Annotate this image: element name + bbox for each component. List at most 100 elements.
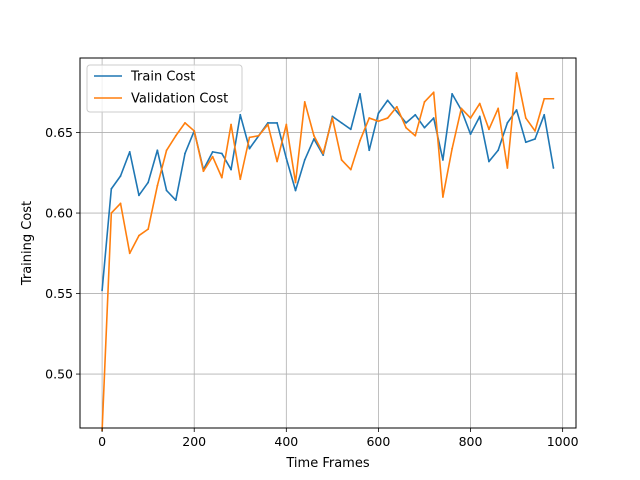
data-point [248, 147, 251, 150]
legend-label: Train Cost [130, 70, 195, 85]
x-tick-label: 0 [98, 434, 106, 449]
data-point [451, 93, 454, 95]
data-point [331, 115, 334, 118]
data-point [460, 107, 463, 110]
data-point [534, 130, 536, 132]
data-point [368, 117, 371, 119]
data-point [552, 97, 555, 100]
data-point [266, 123, 269, 126]
data-point [478, 102, 481, 105]
series-line [101, 72, 554, 431]
y-tick-label: 0.50 [45, 367, 73, 382]
data-point [340, 159, 343, 161]
data-point [165, 149, 168, 152]
x-tick-label: 600 [366, 434, 390, 449]
data-point [497, 149, 500, 152]
data-point [110, 212, 113, 214]
data-point [128, 150, 131, 153]
data-point [193, 130, 196, 132]
data-point [543, 113, 546, 116]
data-point [432, 91, 435, 94]
data-point [239, 113, 242, 116]
data-point [110, 188, 113, 190]
data-point [368, 149, 371, 152]
y-tick-label: 0.55 [45, 286, 73, 301]
data-point [174, 199, 177, 202]
data-point [266, 121, 269, 124]
data-point [322, 154, 325, 156]
data-point [230, 168, 232, 171]
y-tick-label: 0.60 [45, 206, 73, 221]
data-point [340, 121, 343, 124]
data-point [432, 117, 435, 119]
data-point [156, 184, 159, 187]
data-point [230, 123, 232, 126]
data-point [423, 101, 426, 103]
data-point [524, 141, 527, 144]
data-point [515, 109, 518, 111]
data-point [119, 202, 122, 205]
data-point [405, 126, 407, 129]
data-point [377, 112, 380, 115]
legend-label: Validation Cost [131, 92, 228, 107]
data-point [156, 149, 159, 152]
data-point [506, 167, 509, 169]
data-point [469, 117, 472, 119]
data-point [303, 101, 306, 103]
data-point [442, 159, 444, 161]
data-point [239, 178, 242, 181]
data-point [552, 167, 555, 169]
data-point [414, 134, 417, 137]
x-tick-label: 1000 [547, 434, 579, 449]
data-point [147, 228, 150, 231]
data-point [211, 150, 214, 153]
data-point [184, 152, 186, 155]
data-point [101, 289, 104, 292]
data-point [386, 117, 389, 119]
legend: Train Cost Validation Cost [86, 64, 243, 113]
ticks: 0 200 400 600 800 1000 0.50 0.55 0.60 0.65 [45, 125, 578, 449]
data-point [220, 152, 223, 155]
data-point [285, 157, 288, 160]
data-point [469, 133, 472, 136]
data-point [184, 121, 186, 124]
data-point [451, 147, 454, 150]
data-point [331, 117, 334, 119]
data-point [138, 234, 140, 237]
data-point [322, 152, 325, 155]
x-tick-label: 400 [274, 434, 298, 449]
data-point [165, 189, 168, 192]
data-point [349, 168, 352, 171]
data-point [543, 97, 546, 100]
data-point [359, 93, 361, 95]
data-point [515, 72, 518, 74]
series-layer [101, 72, 555, 432]
series-1 [101, 72, 555, 432]
data-point [524, 117, 527, 119]
data-point [313, 138, 315, 140]
y-tick-label: 0.65 [45, 125, 73, 140]
data-point [414, 113, 417, 116]
legend-box [86, 64, 243, 113]
data-point [128, 252, 131, 255]
y-axis-label: Training Cost [20, 201, 35, 286]
data-point [478, 115, 481, 118]
data-point [534, 138, 536, 140]
data-point [174, 134, 177, 137]
data-point [506, 121, 509, 124]
data-point [442, 196, 444, 198]
data-point [386, 99, 389, 102]
x-axis-label: Time Frames [285, 456, 369, 471]
x-tick-label: 800 [459, 434, 483, 449]
data-point [248, 136, 251, 139]
data-point [359, 139, 361, 142]
data-point [138, 194, 140, 197]
plot-frame [79, 57, 577, 429]
data-point [395, 110, 398, 113]
data-point [202, 170, 205, 173]
data-point [211, 155, 214, 158]
data-point [276, 160, 279, 163]
data-point [423, 126, 426, 129]
data-point [147, 181, 150, 184]
